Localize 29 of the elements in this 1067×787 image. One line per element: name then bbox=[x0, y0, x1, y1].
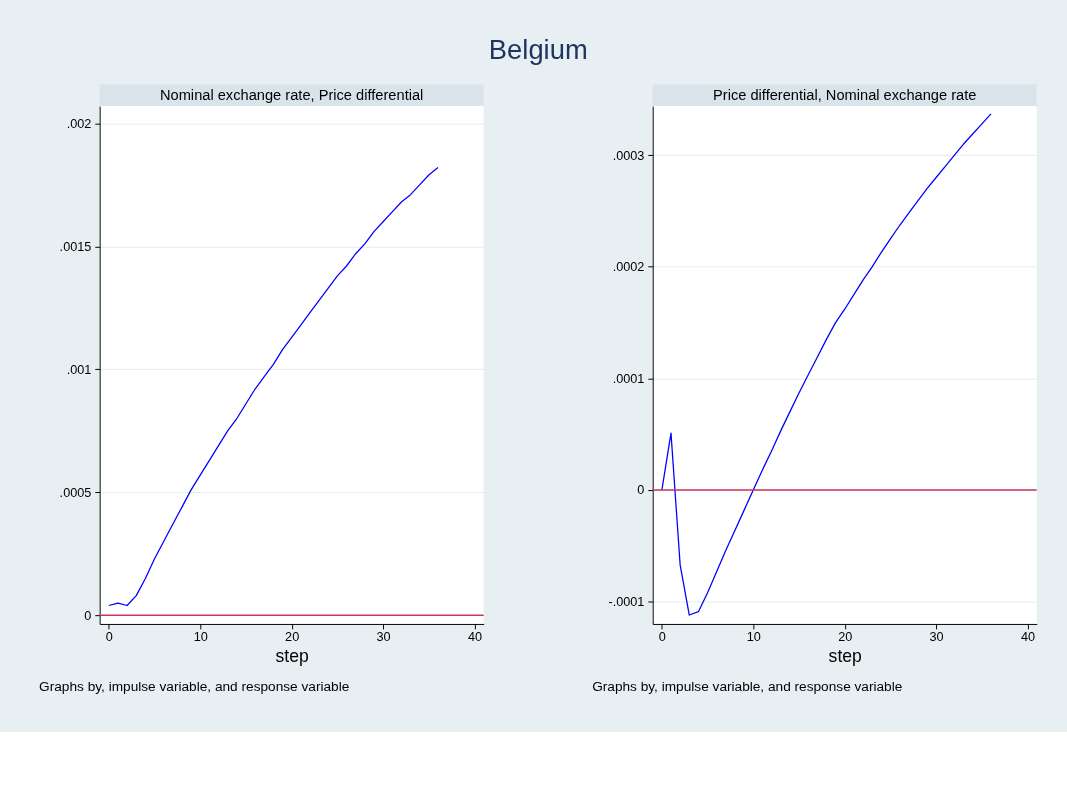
y-tick-label: 0 bbox=[637, 483, 645, 498]
x-axis-title: step bbox=[828, 645, 863, 666]
y-tick-label: .0002 bbox=[612, 260, 645, 275]
text: Graphs by, impulse variable, and response variable bbox=[592, 679, 903, 695]
text: Graphs by, impulse variable, and response variable bbox=[39, 679, 350, 695]
x-tick-label: 20 bbox=[838, 630, 853, 645]
y-tick-label: .0003 bbox=[612, 148, 645, 163]
x-tick-label: 20 bbox=[285, 630, 300, 645]
chart-title: Belgium bbox=[488, 34, 588, 66]
y-tick-label: 0 bbox=[84, 608, 92, 623]
y-tick-label: -.0001 bbox=[608, 595, 645, 610]
x-tick-label: 40 bbox=[467, 630, 483, 645]
x-tick-label: 40 bbox=[1020, 630, 1036, 645]
y-tick-label: .002 bbox=[66, 116, 92, 131]
chart-subtitle: Price differential, Nominal exchange rate bbox=[713, 87, 977, 104]
y-tick-label: .0015 bbox=[59, 239, 92, 254]
y-tick-label: .0001 bbox=[612, 371, 645, 386]
chart-subtitle: Nominal exchange rate, Price differential bbox=[159, 87, 424, 104]
x-tick-label: 0 bbox=[105, 630, 113, 645]
x-tick-label: 30 bbox=[376, 630, 391, 645]
y-tick-label: .0005 bbox=[59, 485, 92, 500]
y-tick-label: .001 bbox=[66, 362, 92, 377]
x-tick-label: 0 bbox=[658, 630, 666, 645]
line-series bbox=[108, 166, 439, 607]
x-tick-label: 10 bbox=[193, 630, 208, 645]
line-series bbox=[661, 113, 992, 616]
x-tick-label: 10 bbox=[746, 630, 761, 645]
x-tick-label: 30 bbox=[929, 630, 944, 645]
x-axis-title: step bbox=[275, 645, 309, 666]
